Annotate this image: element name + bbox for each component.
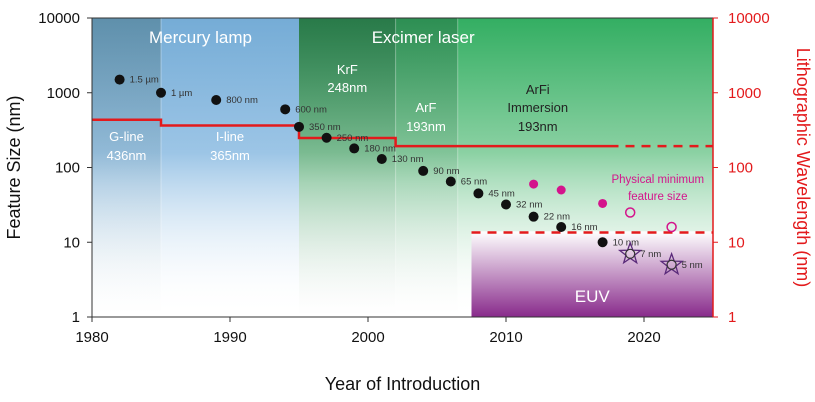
y2-tick-label: 10000 bbox=[728, 10, 770, 27]
euv-region bbox=[471, 231, 713, 317]
i-line-label: I-line bbox=[216, 129, 244, 144]
g-line-band bbox=[92, 18, 161, 317]
min-feature-open-point bbox=[666, 221, 677, 233]
feature-size-label: 130 nm bbox=[392, 154, 424, 165]
min-feature-point bbox=[556, 185, 566, 195]
arfi-label: ArFi bbox=[526, 82, 550, 97]
feature-size-label: 1 µm bbox=[171, 88, 192, 99]
y-tick-label: 1 bbox=[72, 309, 80, 326]
y2-tick-label: 1000 bbox=[728, 85, 761, 102]
krf-wavelength: 248nm bbox=[327, 80, 367, 95]
feature-size-label: 10 nm bbox=[613, 237, 639, 248]
krf-label: KrF bbox=[337, 62, 358, 77]
axes: 1980 1990 2000 2010 2020 1 10 100 1000 10000 1 10 10… bbox=[38, 10, 769, 346]
krf-band bbox=[299, 18, 396, 317]
min-feature-annotation-line2: feature size bbox=[628, 191, 687, 203]
y-axis-title: Feature Size (nm) bbox=[4, 95, 24, 239]
x-tick-label: 1980 bbox=[75, 329, 108, 346]
feature-size-point bbox=[349, 143, 360, 154]
y2-tick-label: 10 bbox=[728, 234, 745, 251]
min-feature-point bbox=[529, 179, 539, 189]
feature-size-point bbox=[556, 221, 567, 232]
mercury-lamp-label: Mercury lamp bbox=[149, 28, 252, 47]
feature-size-label: 32 nm bbox=[516, 199, 542, 210]
x-tick-label: 1990 bbox=[213, 329, 246, 346]
feature-size-label: 16 nm bbox=[571, 222, 597, 233]
feature-size-label: 45 nm bbox=[488, 188, 514, 199]
feature-size-point bbox=[473, 188, 484, 199]
y-tick-label: 10 bbox=[63, 234, 80, 251]
excimer-laser-label: Excimer laser bbox=[372, 28, 475, 47]
feature-size-label: 1.5 µm bbox=[130, 75, 159, 86]
x-axis-title: Year of Introduction bbox=[325, 374, 480, 394]
feature-size-point bbox=[156, 87, 166, 98]
euv-label: EUV bbox=[575, 287, 611, 306]
g-line-label: G-line bbox=[109, 129, 144, 144]
feature-size-label: 180 nm bbox=[364, 143, 396, 154]
i-line-wavelength: 365nm bbox=[210, 148, 250, 163]
feature-size-label: 250 nm bbox=[337, 133, 369, 144]
feature-size-point bbox=[376, 153, 387, 164]
background-regions bbox=[92, 18, 713, 317]
feature-size-point bbox=[625, 248, 636, 259]
min-feature-annotation-line1: Physical minimum bbox=[611, 174, 704, 186]
chart-text: Year of Introduction Feature Size (nm) L… bbox=[4, 48, 813, 394]
arfi-wavelength: 193nm bbox=[518, 119, 558, 134]
feature-size-label: 350 nm bbox=[309, 122, 341, 133]
min-feature-point bbox=[598, 198, 608, 208]
y-tick-label: 100 bbox=[55, 160, 80, 177]
x-tick-label: 2000 bbox=[351, 329, 384, 346]
feature-size-point bbox=[418, 165, 429, 176]
arf-label: ArF bbox=[415, 100, 436, 115]
min-feature-open-point bbox=[624, 207, 636, 218]
feature-size-point bbox=[294, 121, 304, 132]
feature-size-point bbox=[321, 132, 332, 143]
feature-size-label: 5 nm bbox=[682, 260, 703, 271]
y-tick-label: 10000 bbox=[38, 10, 80, 27]
feature-size-point bbox=[114, 74, 125, 85]
feature-size-point bbox=[528, 211, 539, 222]
y2-axis-title: Lithographic Wavelength (nm) bbox=[793, 48, 813, 287]
feature-size-point bbox=[445, 176, 456, 187]
feature-size-label: 7 nm bbox=[640, 249, 661, 260]
feature-size-label: 600 nm bbox=[295, 104, 327, 115]
arfi-immersion: Immersion bbox=[507, 100, 568, 115]
y2-tick-label: 1 bbox=[728, 309, 736, 326]
arf-wavelength: 193nm bbox=[406, 119, 446, 134]
feature-size-point bbox=[280, 104, 291, 115]
feature-size-label: 800 nm bbox=[226, 95, 258, 106]
region-labels: Mercury lamp Excimer laser EUV G-line 436nm I… bbox=[107, 28, 611, 306]
feature-size-label: 22 nm bbox=[544, 212, 570, 223]
feature-size-point bbox=[211, 94, 222, 105]
feature-size-label: 90 nm bbox=[433, 166, 459, 177]
feature-size-point bbox=[666, 259, 677, 270]
feature-size-point bbox=[597, 237, 608, 248]
x-tick-label: 2010 bbox=[489, 329, 522, 346]
feature-size-label: 65 nm bbox=[461, 176, 487, 187]
y-tick-label: 1000 bbox=[47, 85, 80, 102]
x-tick-label: 2020 bbox=[627, 329, 660, 346]
y2-tick-label: 100 bbox=[728, 160, 753, 177]
feature-size-point bbox=[501, 199, 511, 210]
g-line-wavelength: 436nm bbox=[107, 148, 147, 163]
